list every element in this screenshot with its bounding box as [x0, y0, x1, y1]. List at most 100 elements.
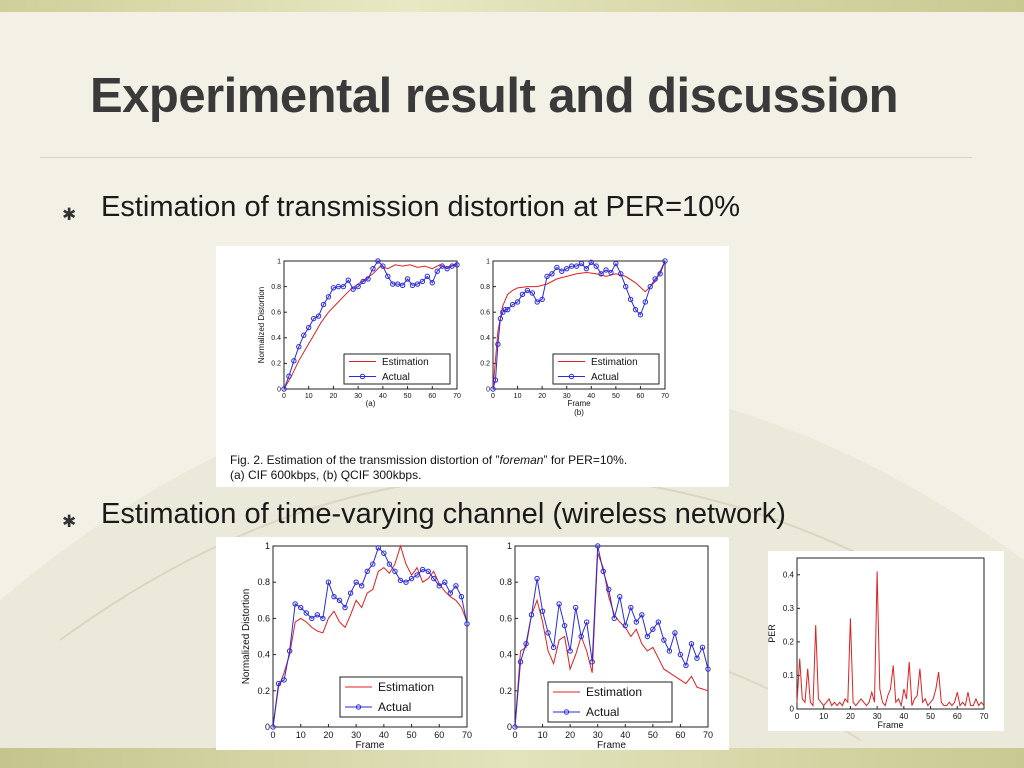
series-line-actual — [283, 260, 458, 390]
data-point-actual — [550, 644, 557, 651]
data-point-actual — [408, 575, 415, 582]
data-point-actual — [529, 290, 536, 296]
legend-marker — [355, 704, 362, 710]
x-tick-label: 70 — [703, 730, 713, 740]
x-tick-label: 20 — [330, 393, 338, 400]
data-point-actual — [572, 604, 579, 611]
chart-wireless-a: 0 10 20 30 40 50 60 70 0 0.2 0.4 0.6 0.8 1 Frame Normal… — [241, 541, 472, 751]
x-tick-label: 10 — [538, 730, 548, 740]
y-tick-label: 0 — [790, 705, 795, 714]
chart-fig2b: 0 10 20 30 40 50 60 70 0 0.2 0.4 0.6 0.8 1 Frame(b) Est… — [480, 258, 669, 417]
data-point-actual — [600, 568, 606, 575]
legend-label-actual: Actual — [382, 372, 410, 383]
data-point-actual — [642, 299, 649, 305]
legend-marker — [568, 373, 575, 380]
data-point-actual — [301, 332, 307, 338]
data-point-actual — [514, 299, 521, 305]
data-point-actual — [705, 666, 711, 672]
y-tick-label: 0.2 — [499, 686, 512, 696]
data-point-actual — [306, 324, 312, 331]
y-tick-label: 0.8 — [271, 284, 281, 291]
data-point-actual — [578, 260, 585, 267]
x-axis-label: Frame — [356, 740, 385, 750]
data-point-actual — [677, 651, 684, 658]
data-point-actual — [425, 568, 431, 575]
data-point-actual — [554, 264, 560, 271]
x-tick-label: 10 — [305, 393, 313, 400]
x-axis-label: Frame — [877, 720, 903, 730]
x-tick-label: 40 — [379, 730, 389, 740]
data-point-actual — [622, 283, 629, 290]
y-tick-label: 0.6 — [271, 310, 281, 317]
y-tick-label: 0.4 — [480, 335, 490, 342]
data-point-actual — [655, 619, 662, 625]
data-point-actual — [657, 271, 663, 277]
legend: Estimation Actual — [343, 353, 451, 385]
x-tick-label: 30 — [593, 730, 603, 740]
data-point-actual — [404, 276, 411, 282]
x-tick-label: 20 — [846, 712, 855, 721]
data-point-actual — [694, 655, 700, 661]
x-tick-label: 40 — [899, 712, 908, 721]
data-point-actual — [298, 604, 304, 611]
data-point-actual — [347, 590, 354, 596]
chart-subtitle: (a) — [366, 399, 376, 408]
data-point-actual — [286, 648, 293, 654]
y-tick-label: 0 — [265, 722, 270, 732]
x-axis-label: Frame — [597, 740, 626, 750]
data-point-actual — [365, 276, 371, 282]
data-point-actual — [353, 579, 359, 585]
data-point-actual — [345, 277, 351, 283]
data-point-actual — [360, 278, 366, 285]
data-point-actual — [524, 287, 531, 294]
data-point-actual — [350, 286, 356, 292]
x-tick-label: 60 — [428, 393, 436, 400]
data-point-actual — [325, 579, 332, 585]
y-tick-label: 0.4 — [499, 650, 512, 660]
data-point-actual — [618, 271, 624, 277]
x-tick-label: 60 — [953, 712, 962, 721]
data-point-actual — [627, 296, 634, 303]
data-point-actual — [662, 258, 668, 264]
data-point-actual — [439, 263, 445, 269]
data-point-actual — [502, 306, 508, 313]
figure-2-panel: Fig. 2. Estimation of the transmission d… — [216, 246, 729, 487]
x-tick-label: 30 — [354, 393, 362, 400]
x-tick-label: 20 — [538, 393, 546, 400]
x-tick-label: 30 — [563, 393, 571, 400]
legend-label-estimation: Estimation — [591, 357, 638, 368]
legend-label-actual: Actual — [591, 372, 619, 383]
top-decorative-band — [0, 0, 1024, 12]
data-point-actual — [652, 276, 658, 282]
x-tick-label: 30 — [873, 712, 882, 721]
data-point-actual — [331, 593, 337, 600]
x-tick-label: 0 — [795, 712, 800, 721]
data-point-actual — [370, 265, 376, 272]
x-tick-label: 20 — [565, 730, 575, 740]
data-point-actual — [606, 586, 612, 593]
wireless-figure-image: 0 10 20 30 40 50 60 7000.20.40.60.81FrameNormal… — [241, 541, 713, 751]
data-point-actual — [340, 283, 347, 290]
data-point-actual — [380, 263, 386, 269]
data-point-actual — [608, 269, 614, 276]
data-point-actual — [517, 659, 524, 665]
chart-wireless-b: 0 10 20 30 40 50 60 70 0 0.2 0.4 0.6 0.8 1 Frame Estima… — [499, 541, 713, 751]
data-point-actual — [567, 648, 573, 654]
x-tick-label: 0 — [512, 730, 517, 740]
data-point-actual — [578, 633, 584, 640]
data-point-actual — [534, 299, 540, 305]
data-point-actual — [394, 281, 401, 287]
data-point-actual — [320, 301, 327, 308]
x-tick-label: 60 — [637, 393, 645, 400]
x-tick-label: 50 — [404, 393, 412, 400]
y-tick-label: 0.2 — [783, 638, 795, 647]
data-point-actual — [598, 271, 604, 277]
data-point-actual — [303, 610, 309, 616]
data-point-actual — [409, 282, 416, 289]
data-point-actual — [336, 597, 343, 603]
data-point-actual — [292, 601, 298, 607]
legend-label-actual: Actual — [378, 700, 411, 714]
series-line-actual — [514, 545, 709, 728]
data-point-actual — [561, 622, 568, 629]
bottom-decorative-band — [0, 748, 1024, 768]
